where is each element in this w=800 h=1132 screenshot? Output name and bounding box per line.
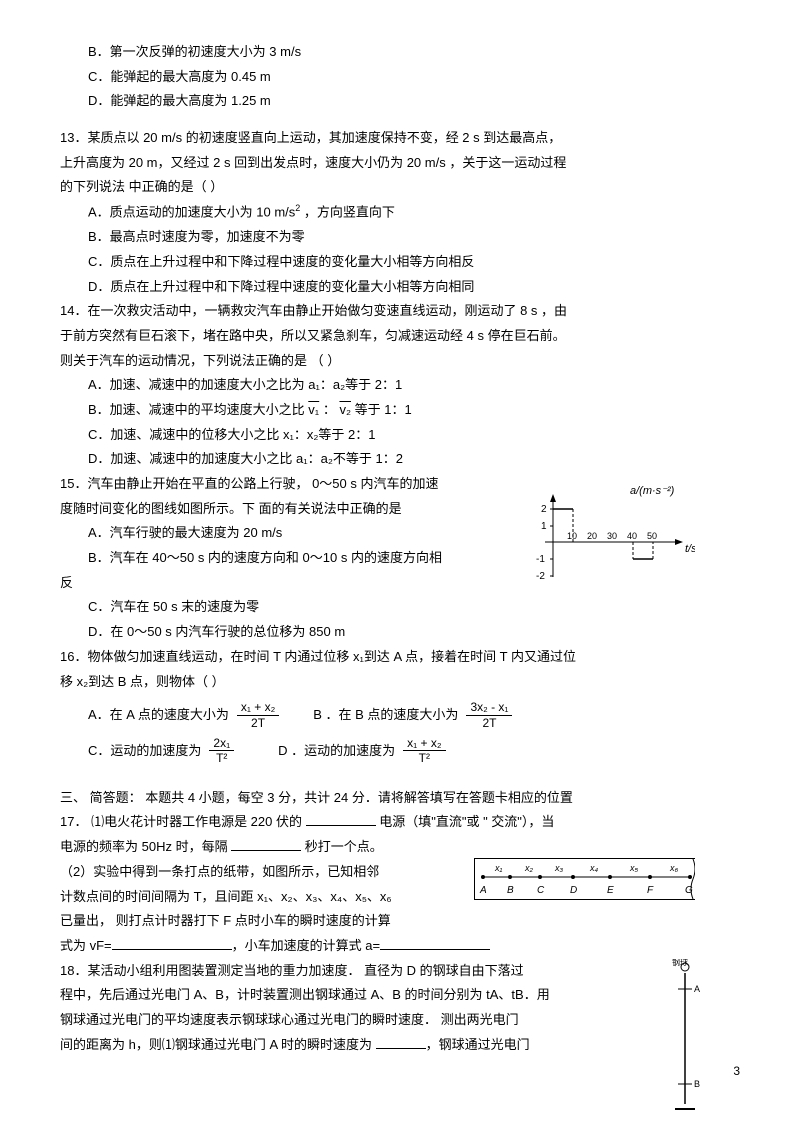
- q16-stem-2: 移 x₂到达 B 点，则物体（ ）: [60, 670, 740, 695]
- q17-l1b: 电源（填"直流"或 " 交流"），当: [376, 814, 555, 829]
- svg-text:钢球: 钢球: [672, 959, 688, 967]
- q12-opt-d: D．能弹起的最大高度为 1.25 m: [60, 89, 740, 114]
- q14-stem-1: 14．在一次救灾活动中，一辆救灾汽车由静止开始做匀变速直线运动，刚运动了 8 s…: [60, 299, 740, 324]
- svg-text:x₄: x₄: [589, 863, 599, 873]
- q16-a-pre: A．在 A 点的速度大小为: [88, 703, 229, 728]
- q13-opt-a: A．质点运动的加速度大小为 10 m/s2 ，方向竖直向下: [60, 200, 740, 225]
- svg-text:E: E: [607, 885, 614, 896]
- svg-text:x₅: x₅: [629, 863, 639, 873]
- blank-2[interactable]: [231, 850, 301, 851]
- q16-stem-1: 16．物体做匀加速直线运动，在时间 T 内通过位移 x₁到达 A 点，接着在时间…: [60, 645, 740, 670]
- q17-l2: 电源的频率为 50Hz 时，每隔 秒打一个点。: [60, 835, 740, 860]
- q16-c-num: 2x₁: [209, 736, 234, 751]
- q16-c-pre: C．运动的加速度为: [88, 739, 201, 764]
- blank-1[interactable]: [306, 825, 376, 826]
- q15-opt-d: D．在 0～50 s 内汽车行驶的总位移为 850 m: [60, 620, 740, 645]
- svg-text:B: B: [507, 885, 514, 896]
- q18-l1: 18．某活动小组利用图装置测定当地的重力加速度． 直径为 D 的钢球自由下落过: [60, 959, 740, 984]
- svg-text:x₆: x₆: [669, 863, 679, 873]
- ytick-2: 2: [541, 504, 547, 515]
- q16-a-den: 2T: [237, 716, 279, 730]
- q18-l2: 程中，先后通过光电门 A、B，计时装置测出钢球通过 A、B 的时间分别为 tA、…: [60, 983, 740, 1008]
- q17-l2b: 秒打一个点。: [301, 839, 383, 854]
- q14-opt-a: A．加速、减速中的加速度大小之比为 a₁：a₂等于 2：1: [60, 373, 740, 398]
- q13-opt-c: C．质点在上升过程中和下降过程中速度的变化量大小相等方向相反: [60, 250, 740, 275]
- q14-opt-c: C．加速、减速中的位移大小之比 x₁：x₂等于 2：1: [60, 423, 740, 448]
- q16-d-pre: D ．运动的加速度为: [278, 739, 395, 764]
- q13-opt-a-tail: ，方向竖直向下: [300, 204, 395, 219]
- q18-l4: 间的距离为 h，则⑴钢球通过光电门 A 时的瞬时速度为 ，钢球通过光电门: [60, 1033, 740, 1058]
- q14-b-v1: v₁: [308, 402, 319, 417]
- q13-opt-d: D．质点在上升过程中和下降过程中速度的变化量大小相等方向相同: [60, 275, 740, 300]
- q16-c-frac: 2x₁ T²: [209, 736, 234, 766]
- q14-opt-b: B．加速、减速中的平均速度大小之比 v₁ ： v₂ 等于 1：1: [60, 398, 740, 423]
- q16-d-frac: x₁ + x₂ T²: [403, 736, 445, 766]
- svg-text:x₃: x₃: [554, 863, 564, 873]
- q16-a-frac: x₁ + x₂ 2T: [237, 700, 279, 730]
- q15-opt-c: C．汽车在 50 s 末的速度为零: [60, 595, 740, 620]
- q13-opt-b: B．最高点时速度为零，加速度不为零: [60, 225, 740, 250]
- chart-xlabel: t/s: [685, 543, 695, 555]
- q17-l2a: 电源的频率为 50Hz 时，每隔: [60, 839, 231, 854]
- q14-stem-2: 于前方突然有巨石滚下，堵在路中央，所以又紧急刹车，匀减速运动经 4 s 停在巨石…: [60, 324, 740, 349]
- q16-b-num: 3x₂ - x₁: [466, 700, 512, 715]
- svg-text:A: A: [479, 885, 487, 896]
- q17-l6b: ，小车加速度的计算式 a=: [232, 938, 380, 953]
- q17-l5: 已量出， 则打点计时器打下 F 点时小车的瞬时速度的计算: [60, 909, 740, 934]
- q14-opt-d: D．加速、减速中的加速度大小之比 a₁：a₂不等于 1：2: [60, 447, 740, 472]
- q16-d-den: T²: [403, 751, 445, 765]
- blank-3[interactable]: [112, 949, 232, 950]
- q17-l6: 式为 vF= ，小车加速度的计算式 a=: [60, 934, 740, 959]
- q14-b-post: 等于 1：1: [355, 402, 412, 417]
- q18-l4b: ，钢球通过光电门: [426, 1037, 530, 1052]
- q16-b-den: 2T: [466, 716, 512, 730]
- tape-diagram: x₁x₂x₃ x₄x₅x₆ ABC DEFG: [474, 858, 695, 900]
- svg-text:D: D: [570, 885, 577, 896]
- ytick-n2: -2: [536, 571, 545, 582]
- q13-stem-3: 的下列说法 中正确的是（ ）: [60, 175, 740, 200]
- section-3-title: 三、 简答题： 本题共 4 小题，每空 3 分，共计 24 分．请将解答填写在答…: [60, 786, 740, 811]
- q12-opt-b: B．第一次反弹的初速度大小为 3 m/s: [60, 40, 740, 65]
- page-number: 3: [733, 1060, 740, 1083]
- q16-b-pre: B ．在 B 点的速度大小为: [313, 703, 458, 728]
- xtick-40: 40: [627, 531, 637, 541]
- ytick-1: 1: [541, 521, 547, 532]
- q13-opt-a-text: A．质点运动的加速度大小为 10 m/s: [88, 204, 295, 219]
- q17-l1a: 17． ⑴电火花计时器工作电源是 220 伏的: [60, 814, 306, 829]
- chart-ylabel: a/(m·s⁻²): [630, 485, 675, 497]
- svg-text:x₁: x₁: [494, 863, 503, 873]
- q14-b-v2: v₂: [339, 402, 351, 417]
- svg-text:F: F: [647, 885, 654, 896]
- q16-c-den: T²: [209, 751, 234, 765]
- q12-opt-c: C．能弹起的最大高度为 0.45 m: [60, 65, 740, 90]
- xtick-10: 10: [567, 531, 577, 541]
- q18-l4a: 间的距离为 h，则⑴钢球通过光电门 A 时的瞬时速度为: [60, 1037, 376, 1052]
- accel-chart: a/(m·s⁻²) t/s 2 1 -1 -2 10 20 30 40 50: [525, 482, 695, 592]
- svg-text:x₂: x₂: [524, 863, 534, 873]
- q14-b-pre: B．加速、减速中的平均速度大小之比: [88, 402, 308, 417]
- q17-l6a: 式为 vF=: [60, 938, 112, 953]
- blank-4[interactable]: [380, 949, 490, 950]
- svg-text:B: B: [694, 1079, 700, 1089]
- q13-stem-1: 13．某质点以 20 m/s 的初速度竖直向上运动，其加速度保持不变，经 2 s…: [60, 126, 740, 151]
- drop-diagram: 钢球 A B: [670, 959, 700, 1119]
- q16-d-num: x₁ + x₂: [403, 736, 445, 751]
- xtick-50: 50: [647, 531, 657, 541]
- xtick-30: 30: [607, 531, 617, 541]
- svg-text:C: C: [537, 885, 545, 896]
- q14-b-sep: ：: [323, 402, 336, 417]
- q16-a-num: x₁ + x₂: [237, 700, 279, 715]
- ytick-n1: -1: [536, 554, 545, 565]
- q16-b-frac: 3x₂ - x₁ 2T: [466, 700, 512, 730]
- xtick-20: 20: [587, 531, 597, 541]
- svg-text:A: A: [694, 984, 700, 994]
- q13-stem-2: 上升高度为 20 m，又经过 2 s 回到出发点时，速度大小仍为 20 m/s …: [60, 151, 740, 176]
- q14-stem-3: 则关于汽车的运动情况，下列说法正确的是 （ ）: [60, 349, 740, 374]
- q17-l1: 17． ⑴电火花计时器工作电源是 220 伏的 电源（填"直流"或 " 交流"）…: [60, 810, 740, 835]
- q18-l3: 钢球通过光电门的平均速度表示钢球球心通过光电门的瞬时速度． 测出两光电门: [60, 1008, 740, 1033]
- blank-5[interactable]: [376, 1048, 426, 1049]
